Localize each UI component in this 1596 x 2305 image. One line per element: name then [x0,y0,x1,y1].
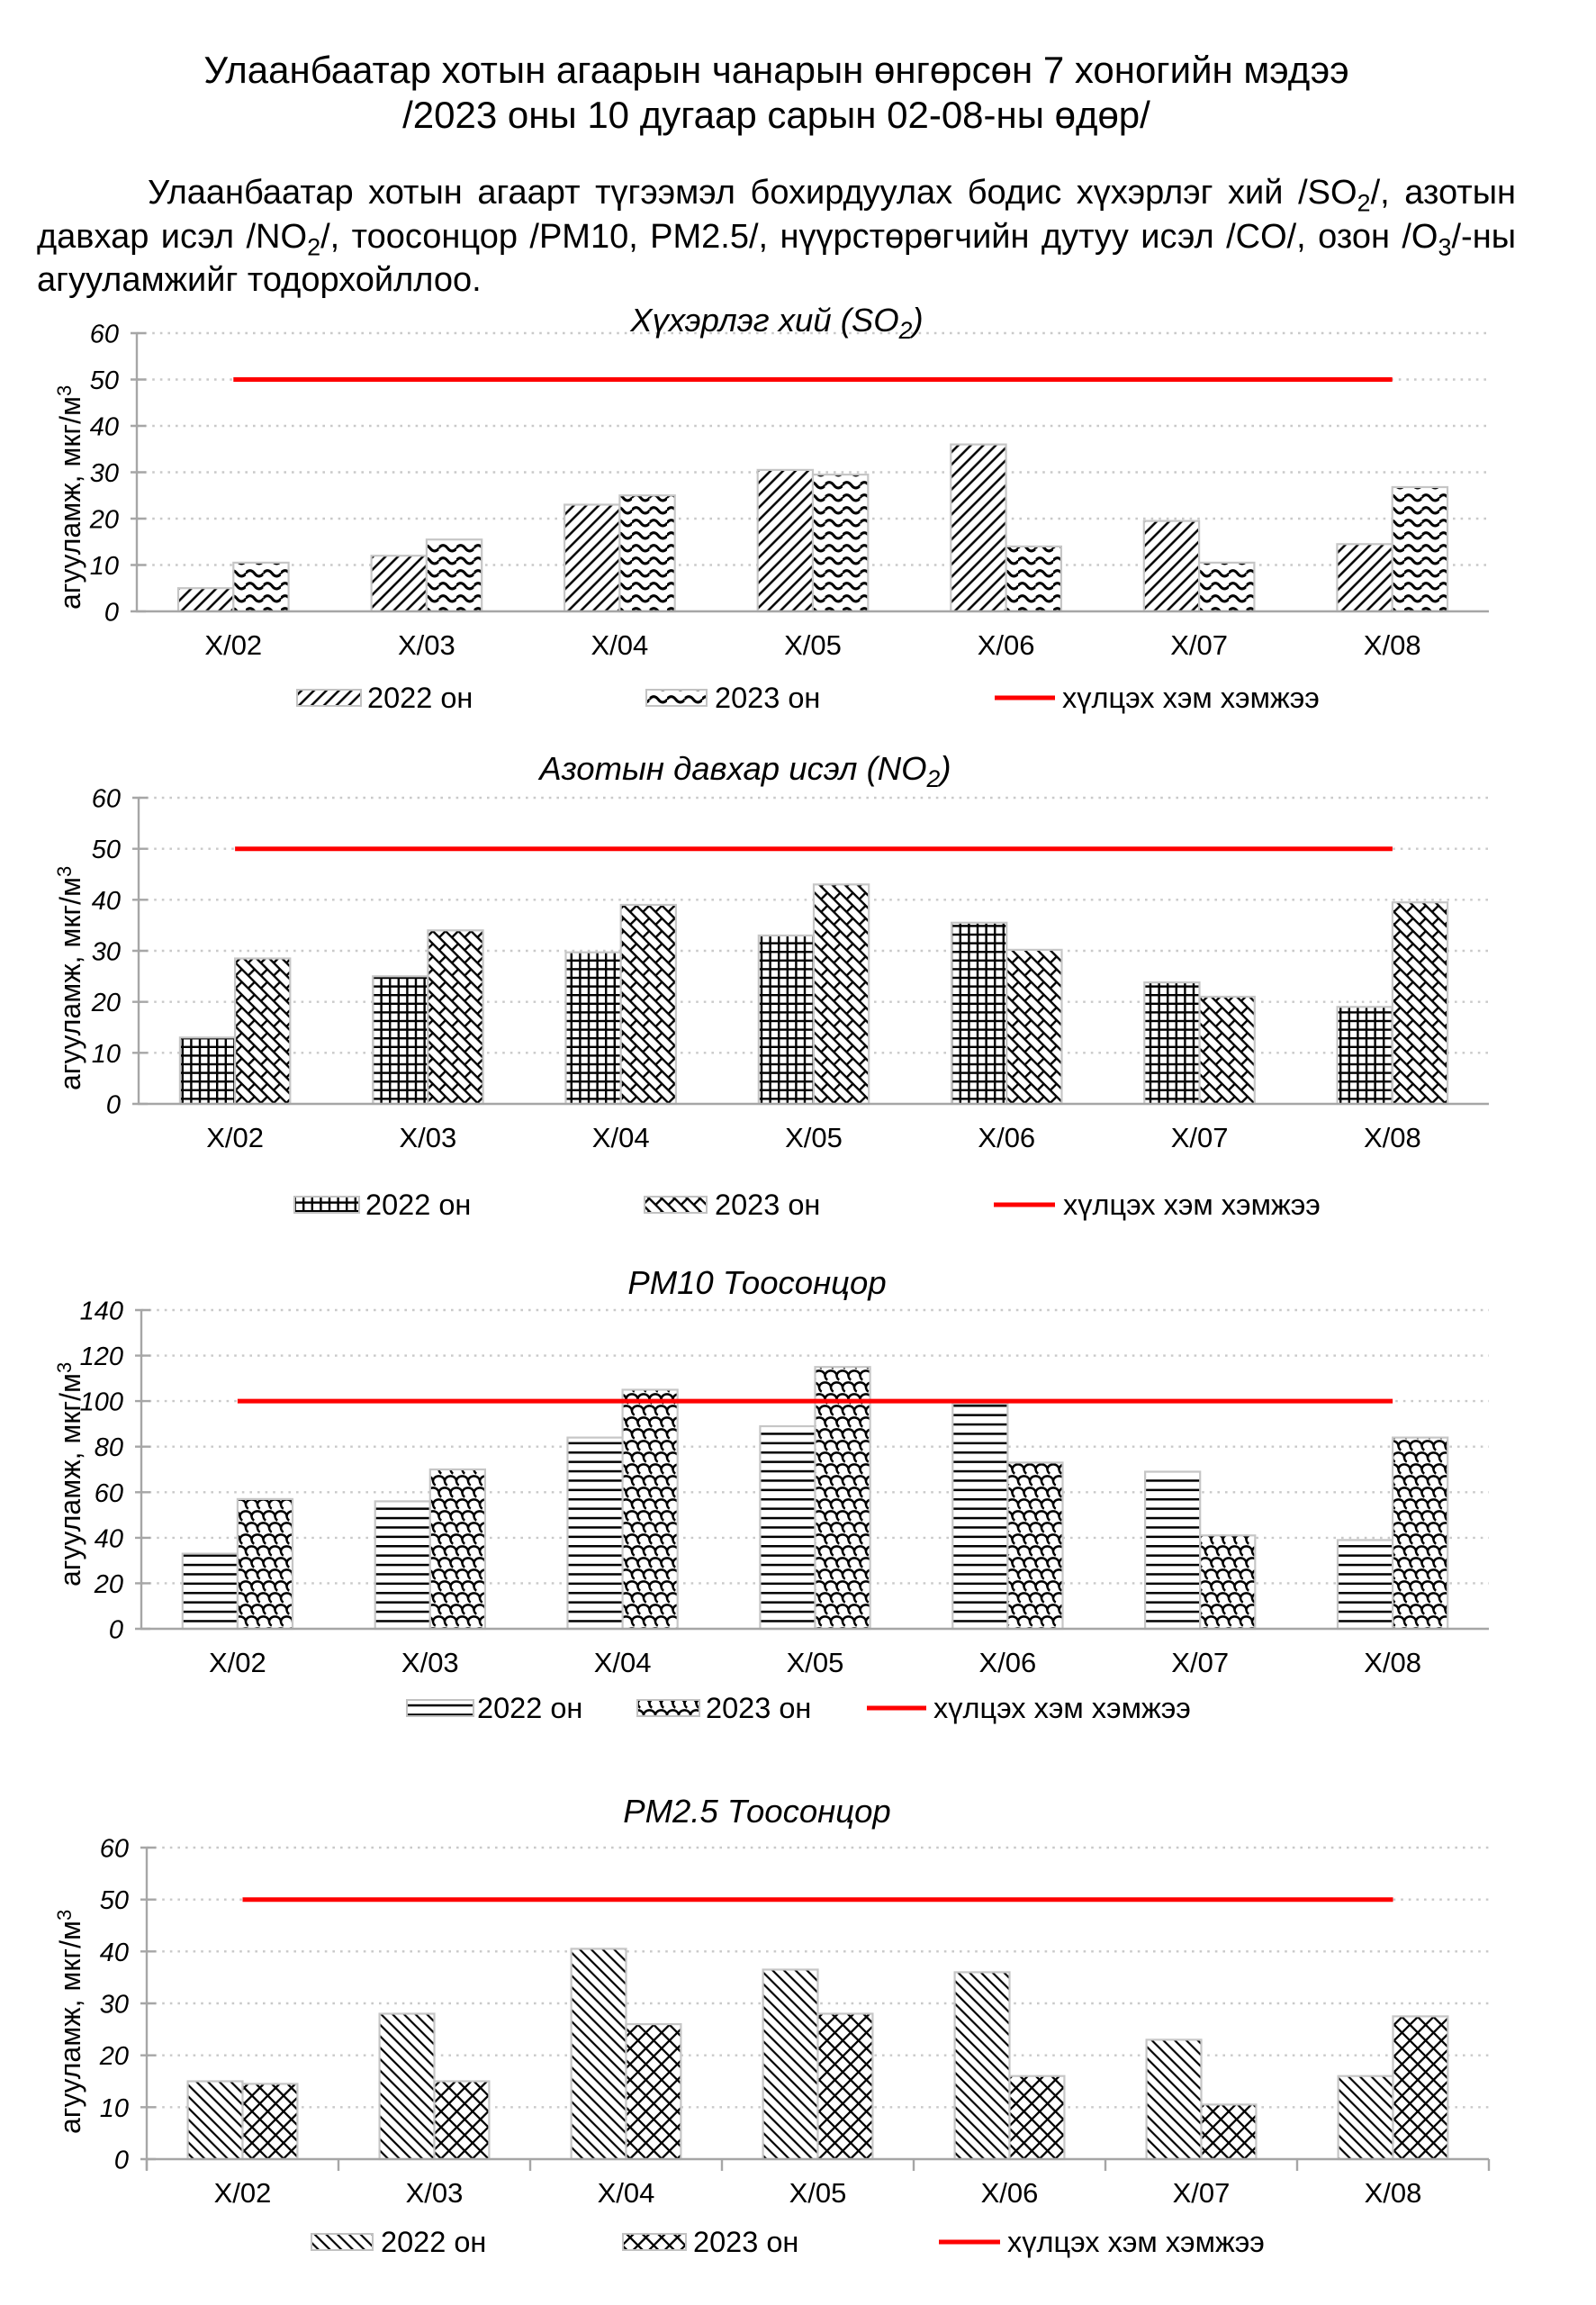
svg-text:30: 30 [100,1991,129,2020]
svg-text:X/04: X/04 [598,2177,655,2209]
svg-text:X/07: X/07 [1173,2177,1231,2209]
svg-text:30: 30 [92,938,121,967]
svg-text:Хүхэрлэг хий (SO2): Хүхэрлэг хий (SO2) [629,302,924,344]
svg-text:X/04: X/04 [592,1122,650,1153]
svg-text:100: 100 [80,1388,123,1417]
svg-text:120: 120 [80,1342,123,1371]
svg-text:X/05: X/05 [784,629,842,661]
svg-text:10: 10 [90,552,119,581]
svg-text:0: 0 [109,1616,123,1645]
svg-text:хүлцэх хэм хэмжээ: хүлцэх хэм хэмжээ [1007,2226,1265,2258]
svg-text:50: 50 [92,836,121,864]
svg-text:хүлцэх хэм хэмжээ: хүлцэх хэм хэмжээ [933,1692,1191,1724]
svg-text:агууламж, мкг/м3: агууламж, мкг/м3 [53,385,86,610]
svg-text:X/08: X/08 [1364,1647,1421,1678]
svg-text:X/03: X/03 [401,1647,459,1678]
svg-text:40: 40 [100,1939,129,1967]
svg-text:X/03: X/03 [400,1122,457,1153]
svg-text:20: 20 [89,506,119,535]
svg-text:60: 60 [100,1835,129,1864]
svg-text:80: 80 [95,1433,123,1462]
svg-text:агууламж, мкг/м3: агууламж, мкг/м3 [53,1910,86,2134]
svg-text:60: 60 [92,785,121,814]
svg-text:2023 он: 2023 он [715,682,820,714]
svg-text:2023 он: 2023 он [693,2226,798,2258]
svg-text:60: 60 [95,1479,123,1508]
svg-text:хүлцэх хэм хэмжээ: хүлцэх хэм хэмжээ [1062,682,1320,714]
svg-text:X/06: X/06 [981,2177,1039,2209]
svg-text:хүлцэх хэм хэмжээ: хүлцэх хэм хэмжээ [1063,1189,1321,1221]
svg-text:X/02: X/02 [206,1122,264,1153]
svg-text:X/08: X/08 [1364,629,1421,661]
svg-text:40: 40 [90,413,119,442]
svg-text:10: 10 [92,1040,121,1069]
svg-text:2022 он: 2022 он [477,1692,582,1724]
svg-text:50: 50 [90,366,119,395]
svg-text:0: 0 [114,2147,129,2175]
svg-text:X/03: X/03 [406,2177,464,2209]
svg-text:20: 20 [91,989,121,1017]
svg-text:PM2.5 Тоосонцор: PM2.5 Тоосонцор [623,1794,890,1830]
svg-text:X/07: X/07 [1171,1647,1229,1678]
svg-text:X/07: X/07 [1170,629,1228,661]
svg-text:40: 40 [92,887,121,916]
svg-text:2022 он: 2022 он [381,2226,486,2258]
svg-text:60: 60 [90,321,119,349]
svg-text:X/02: X/02 [214,2177,272,2209]
svg-text:X/05: X/05 [785,1122,843,1153]
svg-text:X/08: X/08 [1365,2177,1422,2209]
svg-text:2023 он: 2023 он [706,1692,811,1724]
svg-text:20: 20 [99,2042,129,2071]
svg-text:X/04: X/04 [594,1647,652,1678]
svg-text:50: 50 [100,1886,129,1915]
svg-text:X/07: X/07 [1171,1122,1229,1153]
svg-text:2023 он: 2023 он [715,1189,820,1221]
svg-text:2022 он: 2022 он [367,682,473,714]
svg-text:40: 40 [95,1524,123,1553]
svg-text:30: 30 [90,459,119,488]
svg-text:X/05: X/05 [789,2177,847,2209]
svg-text:X/06: X/06 [978,629,1035,661]
svg-text:X/02: X/02 [209,1647,266,1678]
svg-text:Азотын давхар исэл (NO2): Азотын давхар исэл (NO2) [537,750,951,792]
svg-text:140: 140 [80,1297,123,1326]
svg-text:X/06: X/06 [979,1647,1037,1678]
svg-text:0: 0 [104,599,119,628]
svg-text:X/04: X/04 [591,629,649,661]
svg-text:агууламж, мкг/м3: агууламж, мкг/м3 [53,866,86,1090]
svg-text:X/02: X/02 [204,629,262,661]
svg-text:PM10 Тоосонцор: PM10 Тоосонцор [627,1264,886,1301]
svg-text:X/05: X/05 [787,1647,844,1678]
svg-text:агууламж, мкг/м3: агууламж, мкг/м3 [53,1362,86,1586]
svg-text:0: 0 [106,1091,121,1120]
svg-text:10: 10 [100,2094,129,2123]
svg-text:X/03: X/03 [398,629,455,661]
svg-text:20: 20 [94,1570,123,1599]
svg-text:X/08: X/08 [1364,1122,1421,1153]
svg-text:2022 он: 2022 он [365,1189,471,1221]
svg-text:X/06: X/06 [978,1122,1035,1153]
